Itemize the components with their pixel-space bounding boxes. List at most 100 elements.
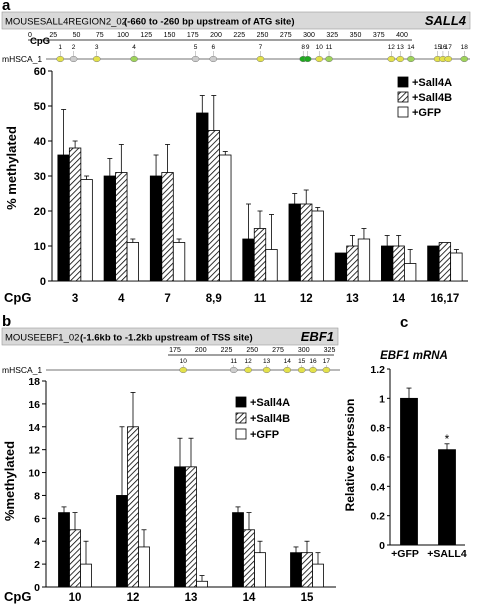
cpg-site-marker <box>244 366 252 374</box>
cpg-site-number: 10 <box>316 44 324 51</box>
panel-b-legend: +Sall4A +Sall4B +GFP <box>235 396 290 441</box>
y-tick-label: 50 <box>34 101 46 113</box>
legend-swatch-solid <box>397 76 409 88</box>
cpg-site-number: 9 <box>306 44 310 51</box>
panel-a-region-header <box>1 11 471 30</box>
cpg-site-number: 12 <box>245 358 253 365</box>
bar-white <box>311 210 324 282</box>
cpg-site-number: 16 <box>309 358 317 365</box>
bar-hatch <box>346 245 359 282</box>
panel-b-region-id: MOUSEEBF1_02 <box>5 333 79 344</box>
cpg-site-number: 14 <box>284 358 292 365</box>
cpg-site-marker <box>191 55 200 63</box>
y-tick-label: 30 <box>34 171 46 183</box>
x-category-label: 10 <box>69 592 82 604</box>
panel-b-bar-chart: 0 2 4 6 8 10 12 14 16 18 10 12 13 14 15 <box>28 376 336 604</box>
bar-white <box>80 179 93 282</box>
bar-solid <box>438 449 456 546</box>
bp-tick-label: 275 <box>280 32 292 39</box>
bar-hatch <box>243 529 255 588</box>
cpg-site-number: 12 <box>388 44 396 51</box>
bar-white <box>196 580 208 588</box>
panel-b-gene-name: EBF1 <box>301 329 334 344</box>
bar-hatch <box>69 529 81 588</box>
cpg-site-marker <box>460 55 469 63</box>
cpg-site-marker <box>325 55 333 63</box>
bar-solid <box>103 175 116 282</box>
cpg-site-number: 18 <box>461 44 469 51</box>
cpg-site-number: 4 <box>132 44 136 51</box>
bar-solid <box>427 245 440 282</box>
cpg-site-marker <box>209 55 218 63</box>
y-tick-label: 40 <box>34 136 46 148</box>
panel-b-site-numbers: 10 11 12 13 14 15 16 17 <box>180 358 330 367</box>
y-tick-label: 6 <box>34 513 40 525</box>
cpg-site-marker <box>315 55 324 63</box>
bar-hatch <box>161 172 174 282</box>
cpg-site-number: 13 <box>263 358 271 365</box>
bp-tick-label: 325 <box>324 347 336 354</box>
x-category-label: 14 <box>392 293 405 305</box>
bp-tick-label: 400 <box>396 32 408 39</box>
bar-hatch <box>68 147 82 282</box>
cpg-site-marker <box>179 366 188 374</box>
cpg-site-marker <box>387 55 396 63</box>
panel-a-track-label: mHSCA_1 <box>2 54 42 64</box>
bar-white <box>138 546 150 588</box>
panel-a-cpg-sites <box>56 55 469 63</box>
panel-c: c EBF1 mRNA Relative expression 00.20.40… <box>343 314 467 560</box>
cpg-site-number: 3 <box>95 44 99 51</box>
bar-hatch <box>438 242 452 282</box>
bar-solid <box>288 203 301 282</box>
x-category-label: 11 <box>254 293 267 305</box>
panel-a-region-range: (-660 to -260 bp upstream of ATG site) <box>124 17 295 28</box>
x-category-label: 3 <box>72 293 78 305</box>
panel-c-bar-chart: 0 0.2 0.4 0.6 0.8 1 1.2 +GFP +SALL4 * <box>370 364 466 560</box>
panel-a-bar-chart: 0 10 20 30 40 50 60 3 4 7 8,9 11 12 13 14 16,17 <box>34 66 468 305</box>
bp-tick-label: 200 <box>210 32 222 39</box>
panel-b-y-axis-label: %methylated <box>2 441 17 521</box>
legend-swatch-hatch <box>397 91 409 103</box>
x-category-label: 15 <box>301 592 314 604</box>
y-tick-label: 0.8 <box>370 423 385 435</box>
legend-swatch-solid <box>235 396 247 408</box>
cpg-site-marker <box>407 55 415 63</box>
y-tick-label: 18 <box>28 376 40 388</box>
bar-solid <box>400 397 418 546</box>
bp-tick-label: 75 <box>96 32 104 39</box>
cpg-site-number: 15 <box>298 358 306 365</box>
y-tick-label: 1 <box>379 393 385 405</box>
cpg-site-number: 11 <box>326 44 333 51</box>
y-tick-label: 1.2 <box>370 364 385 376</box>
panel-a-letter: a <box>2 0 11 14</box>
y-tick-label: 14 <box>28 422 40 434</box>
bar-solid <box>232 512 244 588</box>
x-category-label: 16,17 <box>430 293 459 305</box>
bar-solid <box>58 512 70 588</box>
cpg-site-number: 6 <box>212 44 216 51</box>
y-tick-label: 10 <box>34 241 46 253</box>
panel-b-letter: b <box>2 313 11 330</box>
panel-a-region-id: MOUSESALL4REGION2_02 <box>5 17 127 28</box>
bar-white <box>357 238 371 282</box>
bar-solid <box>334 252 348 282</box>
bar-white <box>254 552 266 588</box>
bp-tick-label: 375 <box>373 32 385 39</box>
bar-solid <box>174 466 186 588</box>
bar-solid <box>290 552 302 588</box>
x-category-label: 8,9 <box>206 293 222 305</box>
bar-solid <box>116 495 128 588</box>
bp-tick-label: 50 <box>73 32 81 39</box>
bar-solid <box>57 154 70 282</box>
cpg-site-number: 5 <box>194 44 198 51</box>
bp-tick-label: 200 <box>195 347 207 354</box>
legend-label: +Sall4B <box>412 92 452 104</box>
cpg-site-marker <box>92 55 101 63</box>
bar-hatch <box>127 426 139 588</box>
significance-asterisk: * <box>445 432 450 446</box>
x-category-label: 13 <box>185 592 198 604</box>
cpg-site-marker <box>303 55 312 63</box>
panel-a-cpg-label: CpG <box>30 36 50 47</box>
